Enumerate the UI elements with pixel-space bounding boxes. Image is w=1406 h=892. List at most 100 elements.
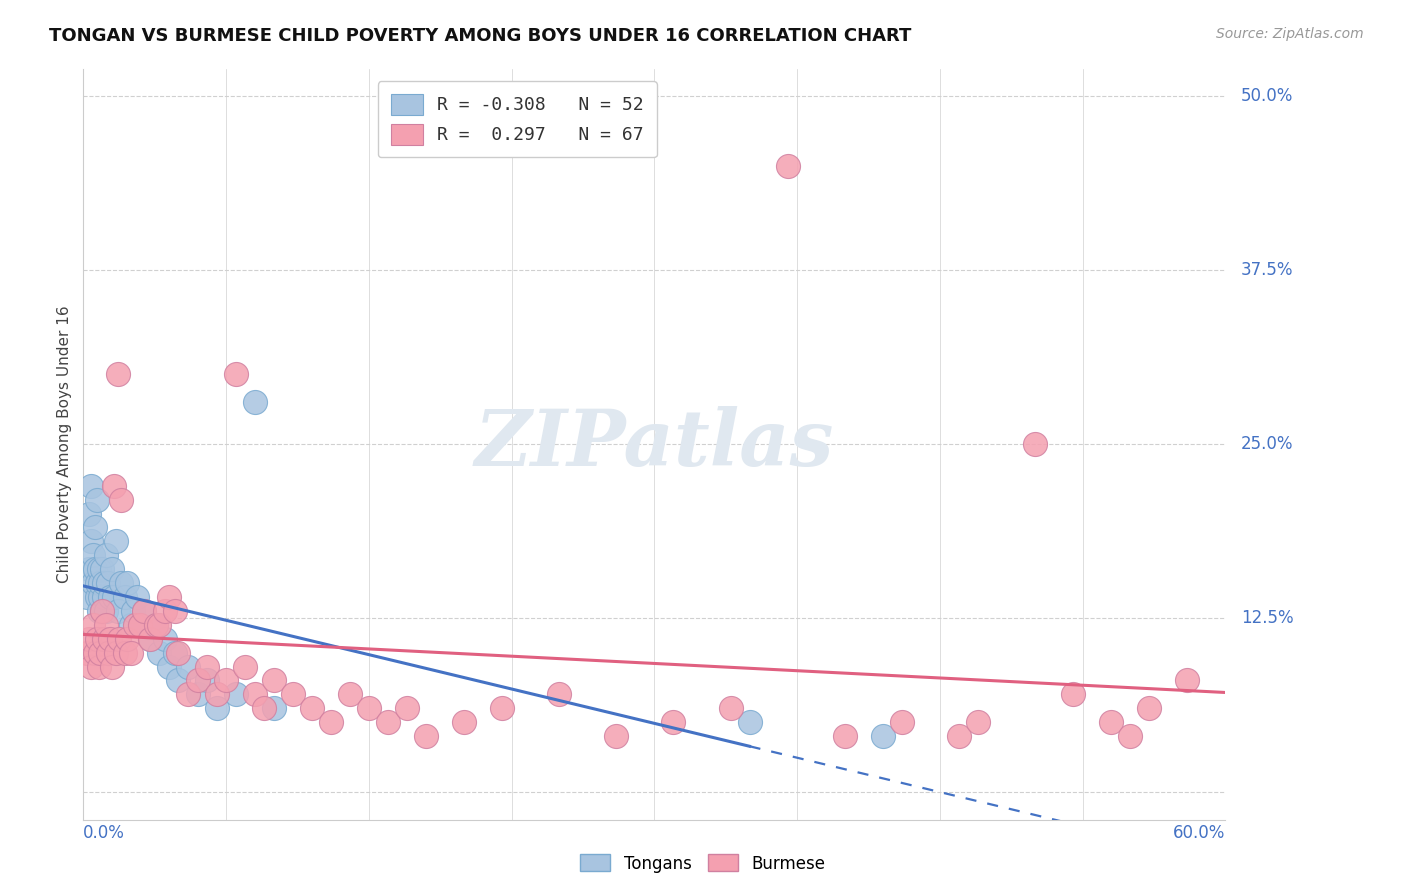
Point: [77, 507, 100, 521]
Point: [82, 548, 104, 562]
Legend: Tongans, Burmese: Tongans, Burmese: [574, 847, 832, 880]
Point: [177, 687, 200, 701]
Point: [87, 659, 110, 673]
Point: [153, 604, 176, 618]
Text: 37.5%: 37.5%: [1240, 261, 1294, 279]
Text: 50.0%: 50.0%: [1240, 87, 1294, 105]
Point: [80, 659, 103, 673]
Point: [339, 687, 361, 701]
Point: [177, 659, 200, 673]
Point: [157, 590, 180, 604]
Point: [125, 590, 148, 604]
Point: [97, 576, 120, 591]
Point: [77, 562, 100, 576]
Point: [86, 492, 108, 507]
Point: [776, 159, 799, 173]
Point: [89, 590, 111, 604]
Point: [89, 646, 111, 660]
Point: [93, 576, 115, 591]
Point: [120, 617, 142, 632]
Point: [186, 687, 208, 701]
Point: [94, 604, 117, 618]
Point: [948, 729, 970, 743]
Point: [91, 562, 114, 576]
Point: [1137, 701, 1160, 715]
Point: [153, 632, 176, 646]
Point: [93, 632, 115, 646]
Point: [453, 715, 475, 730]
Point: [872, 729, 894, 743]
Point: [110, 576, 132, 591]
Point: [110, 492, 132, 507]
Point: [186, 673, 208, 688]
Point: [101, 562, 124, 576]
Point: [167, 673, 190, 688]
Point: [97, 646, 120, 660]
Point: [101, 659, 124, 673]
Point: [357, 701, 380, 715]
Point: [87, 604, 110, 618]
Point: [834, 729, 856, 743]
Point: [98, 590, 121, 604]
Point: [114, 646, 136, 660]
Point: [205, 687, 228, 701]
Point: [243, 687, 266, 701]
Point: [115, 576, 138, 591]
Point: [91, 604, 114, 618]
Text: ZIPatlas: ZIPatlas: [475, 406, 834, 483]
Point: [98, 632, 121, 646]
Point: [1119, 729, 1142, 743]
Point: [103, 479, 125, 493]
Point: [91, 604, 114, 618]
Point: [148, 646, 170, 660]
Point: [163, 646, 186, 660]
Point: [263, 701, 285, 715]
Point: [163, 604, 186, 618]
Y-axis label: Child Poverty Among Boys Under 16: Child Poverty Among Boys Under 16: [58, 305, 72, 582]
Point: [605, 729, 627, 743]
Point: [103, 590, 125, 604]
Point: [83, 520, 105, 534]
Point: [167, 646, 190, 660]
Point: [225, 368, 247, 382]
Point: [145, 617, 167, 632]
Point: [107, 368, 129, 382]
Point: [301, 701, 323, 715]
Point: [720, 701, 742, 715]
Point: [243, 395, 266, 409]
Point: [967, 715, 990, 730]
Point: [87, 562, 110, 576]
Point: [395, 701, 418, 715]
Point: [82, 576, 104, 591]
Text: Source: ZipAtlas.com: Source: ZipAtlas.com: [1216, 27, 1364, 41]
Point: [205, 701, 228, 715]
Point: [1099, 715, 1122, 730]
Point: [225, 687, 247, 701]
Point: [134, 604, 156, 618]
Point: [253, 701, 276, 715]
Point: [134, 604, 156, 618]
Point: [263, 673, 285, 688]
Point: [108, 632, 131, 646]
Point: [86, 632, 108, 646]
Point: [93, 590, 115, 604]
Point: [94, 548, 117, 562]
Point: [115, 632, 138, 646]
Point: [76, 646, 98, 660]
Point: [80, 534, 103, 549]
Point: [233, 659, 256, 673]
Point: [195, 673, 218, 688]
Point: [80, 479, 103, 493]
Text: 0.0%: 0.0%: [83, 823, 125, 842]
Point: [82, 617, 104, 632]
Point: [1024, 437, 1046, 451]
Point: [738, 715, 761, 730]
Text: 25.0%: 25.0%: [1240, 435, 1294, 453]
Text: 60.0%: 60.0%: [1173, 823, 1226, 842]
Point: [121, 604, 143, 618]
Point: [1175, 673, 1198, 688]
Point: [83, 646, 105, 660]
Point: [148, 617, 170, 632]
Point: [104, 646, 127, 660]
Point: [129, 617, 152, 632]
